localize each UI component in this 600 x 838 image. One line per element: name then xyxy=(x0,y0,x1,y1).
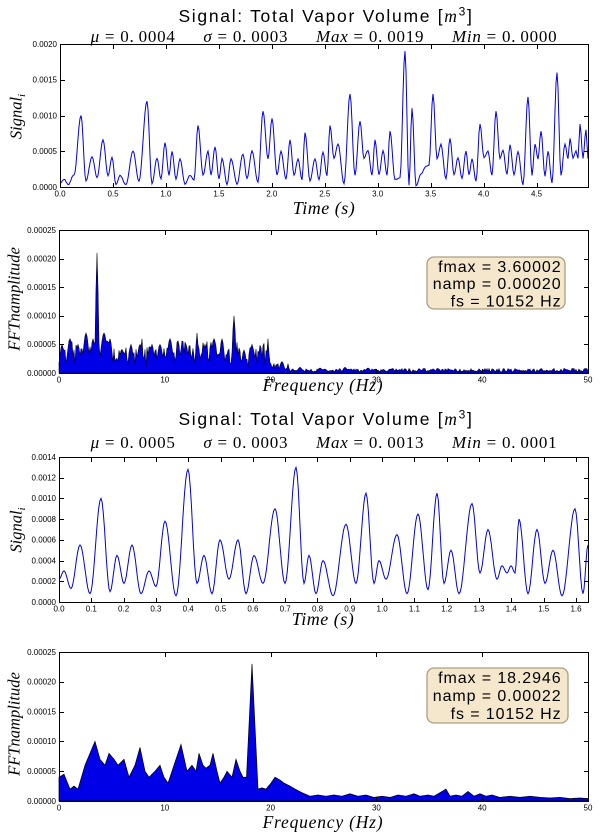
svg-text:0.0002: 0.0002 xyxy=(32,577,57,586)
svg-text:0.0000: 0.0000 xyxy=(32,598,57,607)
svg-text:Frequency (Hz): Frequency (Hz) xyxy=(262,812,384,832)
svg-text:0.5: 0.5 xyxy=(215,605,227,614)
svg-text:fmax = 3.60002: fmax = 3.60002 xyxy=(438,259,561,276)
svg-text:1.3: 1.3 xyxy=(473,605,485,614)
svg-text:1.0: 1.0 xyxy=(377,605,389,614)
svg-text:0.4: 0.4 xyxy=(183,605,195,614)
svg-text:FFTnamplitude: FFTnamplitude xyxy=(5,672,24,777)
svg-text:fs = 10152 Hz: fs = 10152 Hz xyxy=(451,294,562,311)
svg-text:1.5: 1.5 xyxy=(213,190,225,199)
svg-text:namp = 0.00022: namp = 0.00022 xyxy=(433,688,562,705)
svg-text:0.00010: 0.00010 xyxy=(27,737,56,746)
svg-text:0: 0 xyxy=(57,376,62,385)
svg-text:namp = 0.00020: namp = 0.00020 xyxy=(433,276,562,293)
svg-text:0.0000: 0.0000 xyxy=(33,183,58,192)
svg-text:FFTnamplitude: FFTnamplitude xyxy=(5,247,24,352)
svg-text:0.00000: 0.00000 xyxy=(27,797,56,806)
svg-text:20: 20 xyxy=(266,376,275,385)
svg-text:10: 10 xyxy=(160,376,169,385)
svg-text:30: 30 xyxy=(372,804,381,813)
svg-text:1.0: 1.0 xyxy=(160,190,172,199)
svg-text:0.0: 0.0 xyxy=(53,605,65,614)
svg-text:0.00015: 0.00015 xyxy=(27,707,56,716)
svg-text:0.0014: 0.0014 xyxy=(32,453,57,462)
svg-text:1.6: 1.6 xyxy=(570,605,582,614)
svg-text:μ = 0. 0005 σ = 0. 0003 Ma: μ = 0. 0005 σ = 0. 0003 Max = 0. 0013 Mi… xyxy=(90,433,558,452)
svg-text:0.0004: 0.0004 xyxy=(32,556,57,565)
svg-text:10: 10 xyxy=(160,804,169,813)
svg-text:0.00025: 0.00025 xyxy=(27,226,56,235)
svg-text:40: 40 xyxy=(478,376,487,385)
svg-text:0.0006: 0.0006 xyxy=(32,536,57,545)
svg-text:fmax = 18.2946: fmax = 18.2946 xyxy=(438,670,561,687)
svg-text:3.5: 3.5 xyxy=(425,190,437,199)
svg-text:0.0010: 0.0010 xyxy=(32,494,57,503)
svg-text:3.0: 3.0 xyxy=(372,190,384,199)
svg-text:0.0005: 0.0005 xyxy=(33,147,58,156)
svg-text:Time (s): Time (s) xyxy=(293,198,356,219)
svg-text:4.5: 4.5 xyxy=(531,190,543,199)
svg-text:2.0: 2.0 xyxy=(266,190,278,199)
svg-text:Signal: Total Vapor Volume [m3: Signal: Total Vapor Volume [m3] xyxy=(178,408,473,430)
svg-text:0.2: 0.2 xyxy=(118,605,130,614)
svg-text:Frequency (Hz): Frequency (Hz) xyxy=(262,375,384,395)
svg-text:0.8: 0.8 xyxy=(312,605,324,614)
svg-text:0.00005: 0.00005 xyxy=(27,767,56,776)
svg-text:30: 30 xyxy=(372,376,381,385)
svg-text:1.1: 1.1 xyxy=(409,605,421,614)
svg-text:50: 50 xyxy=(584,376,593,385)
svg-text:0.0012: 0.0012 xyxy=(32,474,57,483)
svg-text:2.5: 2.5 xyxy=(319,190,331,199)
svg-text:1.4: 1.4 xyxy=(506,605,518,614)
svg-text:0.5: 0.5 xyxy=(107,190,119,199)
svg-text:50: 50 xyxy=(584,804,593,813)
svg-text:0.00010: 0.00010 xyxy=(27,312,56,321)
svg-text:Time (s): Time (s) xyxy=(292,609,355,630)
svg-text:0.0: 0.0 xyxy=(54,190,66,199)
svg-text:20: 20 xyxy=(266,804,275,813)
svg-text:4.0: 4.0 xyxy=(478,190,490,199)
svg-text:Signali: Signali xyxy=(7,507,29,552)
svg-text:0.0015: 0.0015 xyxy=(33,76,58,85)
svg-text:0.1: 0.1 xyxy=(86,605,98,614)
svg-text:0.0010: 0.0010 xyxy=(33,111,58,120)
svg-text:0.00005: 0.00005 xyxy=(27,340,56,349)
svg-text:μ = 0. 0004 σ = 0. 0003 Ma: μ = 0. 0004 σ = 0. 0003 Max = 0. 0019 Mi… xyxy=(90,27,558,46)
svg-text:Signal: Total Vapor Volume [m3: Signal: Total Vapor Volume [m3] xyxy=(178,5,473,27)
svg-text:40: 40 xyxy=(478,804,487,813)
svg-text:0.0008: 0.0008 xyxy=(32,515,57,524)
svg-text:0.00000: 0.00000 xyxy=(27,369,56,378)
svg-text:fs = 10152 Hz: fs = 10152 Hz xyxy=(451,706,562,723)
svg-text:1.2: 1.2 xyxy=(441,605,453,614)
svg-text:0.6: 0.6 xyxy=(247,605,259,614)
svg-text:1.5: 1.5 xyxy=(538,605,550,614)
svg-text:0.7: 0.7 xyxy=(280,605,292,614)
svg-text:0.0020: 0.0020 xyxy=(33,40,58,49)
svg-text:0.9: 0.9 xyxy=(344,605,356,614)
svg-text:0: 0 xyxy=(57,804,62,813)
svg-text:0.3: 0.3 xyxy=(150,605,162,614)
svg-text:Signali: Signali xyxy=(7,94,29,139)
svg-text:0.00025: 0.00025 xyxy=(27,648,56,657)
svg-text:0.00020: 0.00020 xyxy=(27,254,56,263)
svg-text:0.00020: 0.00020 xyxy=(27,678,56,687)
svg-text:0.00015: 0.00015 xyxy=(27,283,56,292)
